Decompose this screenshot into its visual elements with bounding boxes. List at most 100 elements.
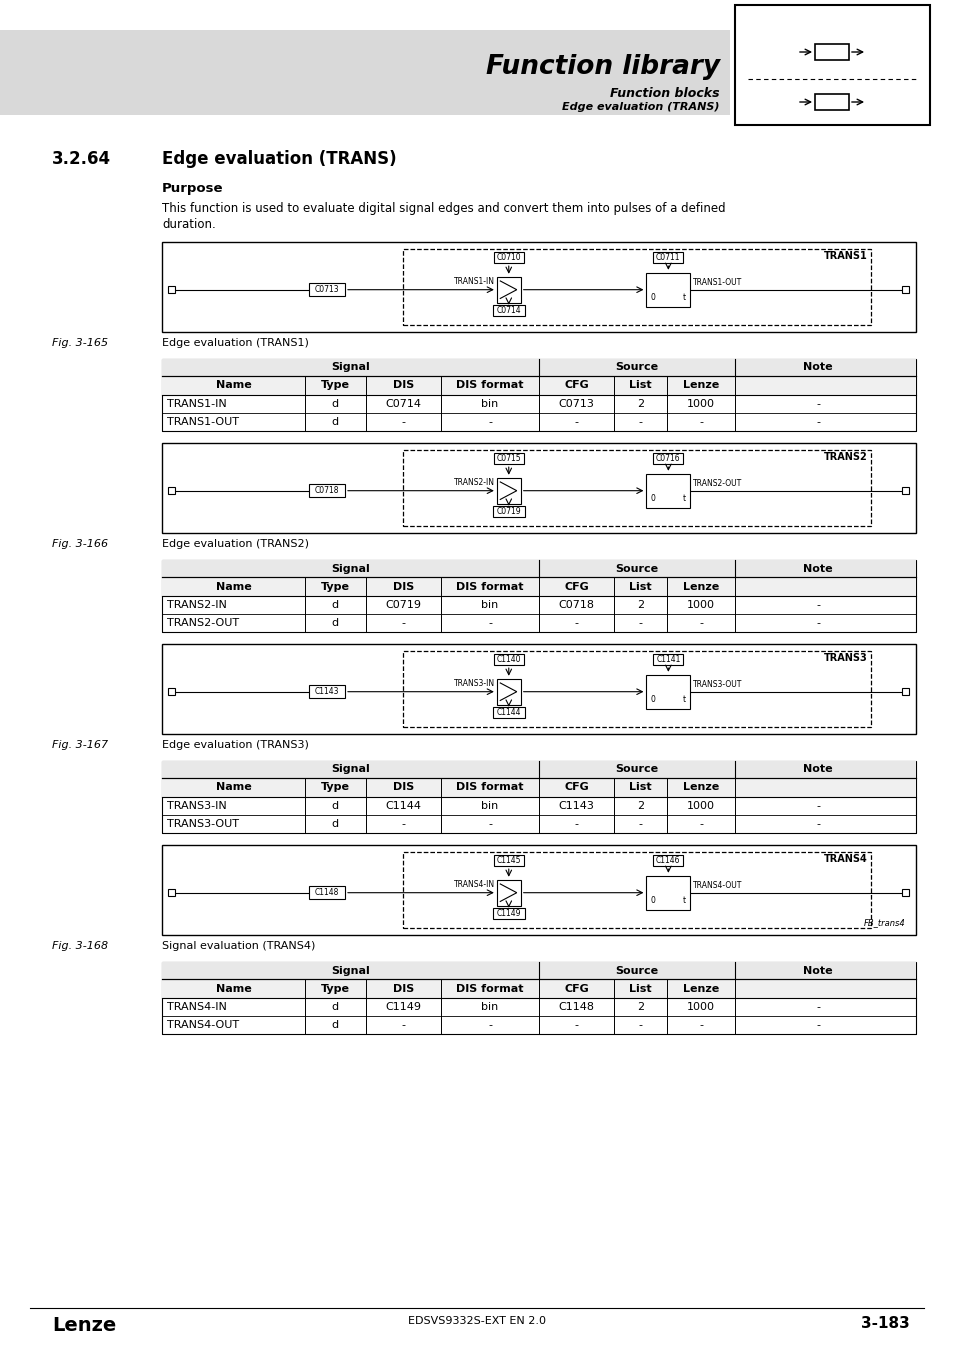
Text: 2: 2 — [637, 599, 643, 610]
Text: -: - — [815, 599, 820, 610]
Text: 2: 2 — [637, 801, 643, 811]
Text: EDSVS9332S-EXT EN 2.0: EDSVS9332S-EXT EN 2.0 — [408, 1316, 545, 1326]
Text: Signal: Signal — [331, 363, 370, 373]
Bar — [0, 30, 729, 115]
Bar — [162, 778, 915, 796]
Bar — [168, 487, 174, 494]
Text: -: - — [639, 819, 642, 829]
Text: t: t — [682, 494, 685, 502]
Text: TRANS3-IN: TRANS3-IN — [454, 679, 495, 687]
Bar — [497, 277, 520, 302]
Text: bin: bin — [481, 400, 498, 409]
Bar — [162, 963, 915, 1034]
Text: Note: Note — [802, 363, 832, 373]
Text: 1000: 1000 — [686, 1002, 715, 1012]
Text: List: List — [629, 984, 652, 994]
Text: 1000: 1000 — [686, 400, 715, 409]
Text: C1148: C1148 — [558, 1002, 594, 1012]
Text: CFG: CFG — [564, 783, 588, 792]
Bar — [162, 443, 915, 533]
Bar — [493, 907, 524, 919]
Text: -: - — [488, 819, 492, 829]
Bar — [309, 886, 345, 899]
Text: t: t — [682, 895, 685, 905]
Bar — [494, 252, 523, 263]
Bar — [497, 478, 520, 504]
Text: d: d — [332, 1021, 338, 1030]
Text: C1149: C1149 — [385, 1002, 421, 1012]
Bar — [901, 890, 908, 896]
Bar — [162, 644, 915, 734]
Text: TRANS4-OUT: TRANS4-OUT — [167, 1021, 239, 1030]
Text: -: - — [488, 417, 492, 427]
Text: -: - — [815, 801, 820, 811]
Text: -: - — [574, 417, 578, 427]
Text: Type: Type — [320, 984, 350, 994]
Text: DIS format: DIS format — [456, 582, 523, 591]
Bar — [901, 688, 908, 695]
Text: C0716: C0716 — [656, 454, 680, 463]
Text: Type: Type — [320, 381, 350, 390]
Bar — [493, 506, 524, 517]
Bar — [162, 845, 915, 936]
Bar — [901, 286, 908, 293]
Text: C1140: C1140 — [496, 655, 520, 664]
Text: TRANS3-IN: TRANS3-IN — [167, 801, 227, 811]
Text: DIS: DIS — [393, 381, 414, 390]
Text: Edge evaluation (TRANS3): Edge evaluation (TRANS3) — [162, 740, 309, 751]
Text: DIS: DIS — [393, 783, 414, 792]
Text: Edge evaluation (TRANS1): Edge evaluation (TRANS1) — [162, 338, 309, 348]
Text: TRANS4-OUT: TRANS4-OUT — [693, 880, 742, 890]
Text: d: d — [332, 599, 338, 610]
Bar — [162, 979, 915, 998]
Text: DIS format: DIS format — [456, 783, 523, 792]
Text: -: - — [639, 618, 642, 628]
Text: DIS format: DIS format — [456, 381, 523, 390]
Bar — [653, 855, 682, 867]
Bar — [646, 675, 690, 709]
Bar — [494, 454, 523, 464]
Text: Name: Name — [215, 582, 252, 591]
Text: TRANS2-IN: TRANS2-IN — [167, 599, 227, 610]
Text: Signal: Signal — [331, 764, 370, 775]
Bar — [162, 761, 915, 778]
Text: Edge evaluation (TRANS): Edge evaluation (TRANS) — [562, 103, 720, 112]
Bar — [494, 655, 523, 666]
Text: C1141: C1141 — [656, 655, 679, 664]
Text: -: - — [639, 417, 642, 427]
Text: List: List — [629, 381, 652, 390]
Text: TRANS4-IN: TRANS4-IN — [167, 1002, 227, 1012]
Text: 1000: 1000 — [686, 801, 715, 811]
Text: -: - — [574, 819, 578, 829]
Text: Name: Name — [215, 984, 252, 994]
Text: d: d — [332, 1002, 338, 1012]
Bar — [901, 487, 908, 494]
Bar — [494, 855, 523, 867]
Text: 0: 0 — [650, 494, 655, 502]
Text: C1144: C1144 — [385, 801, 421, 811]
Text: duration.: duration. — [162, 217, 215, 231]
Text: CFG: CFG — [564, 582, 588, 591]
Text: 3.2.64: 3.2.64 — [52, 150, 111, 167]
Bar — [162, 761, 915, 833]
Text: -: - — [815, 819, 820, 829]
Text: t: t — [682, 695, 685, 703]
Text: Name: Name — [215, 783, 252, 792]
Text: -: - — [699, 618, 702, 628]
Bar — [646, 273, 690, 306]
Bar — [646, 876, 690, 910]
Text: Function blocks: Function blocks — [610, 86, 720, 100]
Text: Edge evaluation (TRANS2): Edge evaluation (TRANS2) — [162, 539, 309, 549]
Text: -: - — [815, 618, 820, 628]
Bar — [162, 242, 915, 332]
Text: -: - — [639, 1021, 642, 1030]
Bar — [493, 305, 524, 316]
Text: TRANS1-IN: TRANS1-IN — [454, 277, 495, 286]
Text: CFG: CFG — [564, 984, 588, 994]
Text: 0: 0 — [650, 895, 655, 905]
Text: 3-183: 3-183 — [861, 1316, 909, 1331]
Bar — [497, 679, 520, 705]
Text: d: d — [332, 801, 338, 811]
Text: 0: 0 — [650, 293, 655, 301]
Text: TRANS3-OUT: TRANS3-OUT — [693, 679, 742, 688]
